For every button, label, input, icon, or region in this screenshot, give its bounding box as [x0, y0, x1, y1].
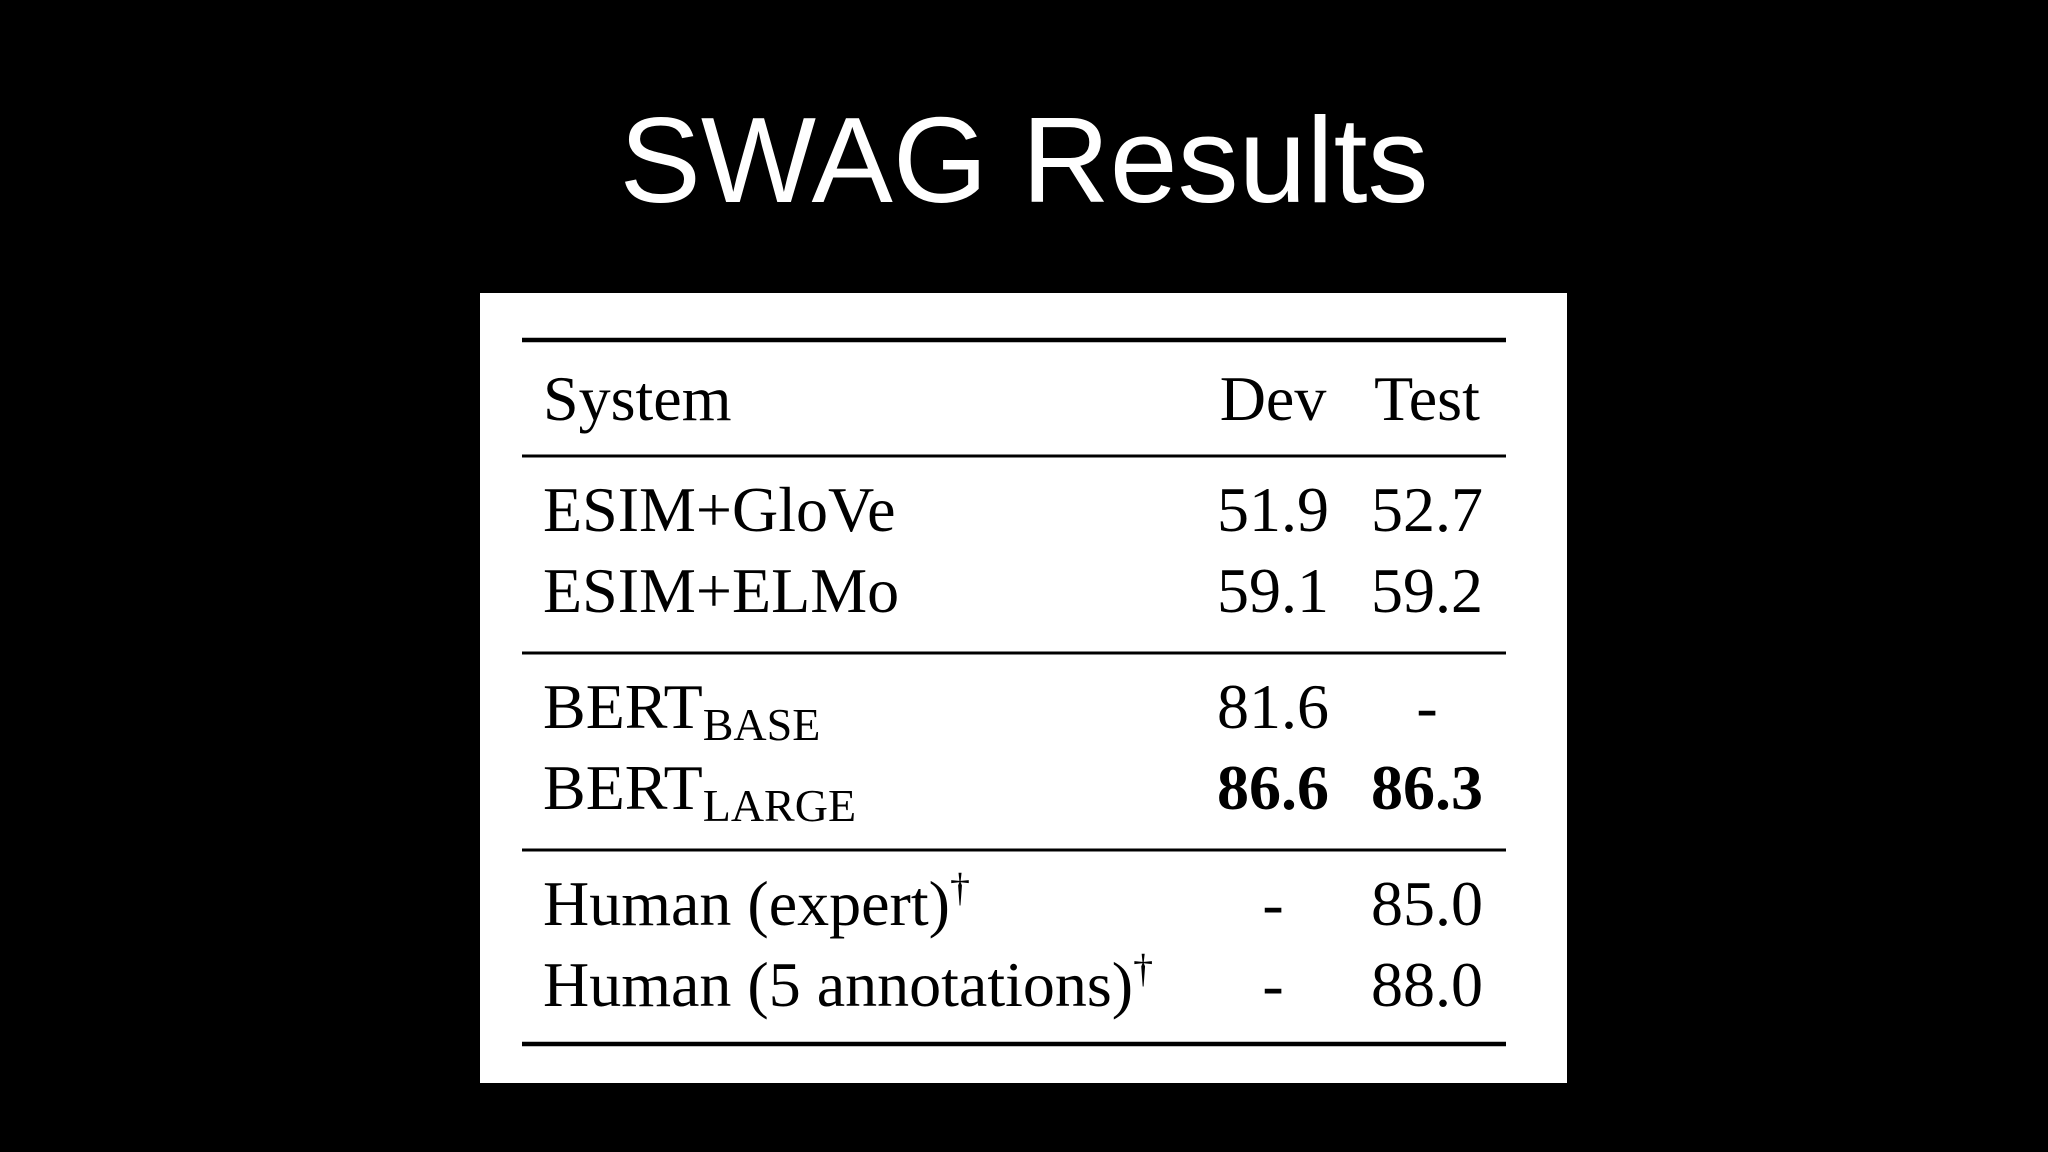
column-header: System [543, 363, 731, 434]
slide-title: SWAG Results [620, 92, 1429, 228]
test-score: 59.2 [1371, 555, 1483, 626]
test-score: 52.7 [1371, 474, 1483, 545]
test-score: 85.0 [1371, 868, 1483, 939]
system-subscript: LARGE [703, 780, 856, 831]
dev-score: 81.6 [1217, 671, 1329, 742]
system-name: Human (expert)† [543, 865, 970, 939]
dev-score: 51.9 [1217, 474, 1329, 545]
system-name: ESIM+GloVe [543, 474, 896, 545]
dev-score: - [1262, 868, 1283, 939]
column-header: Test [1374, 363, 1480, 434]
system-name: Human (5 annotations)† [543, 946, 1153, 1020]
table-panel [480, 293, 1567, 1083]
column-header: Dev [1220, 363, 1327, 434]
footnote-mark: † [950, 865, 970, 910]
dev-score: - [1262, 949, 1283, 1020]
test-score: 88.0 [1371, 949, 1483, 1020]
test-score: - [1416, 671, 1437, 742]
dev-score: 86.6 [1217, 752, 1329, 823]
test-score: 86.3 [1371, 752, 1483, 823]
system-name: BERTLARGE [543, 752, 856, 831]
system-name: ESIM+ELMo [543, 555, 899, 626]
dev-score: 59.1 [1217, 555, 1329, 626]
footnote-mark: † [1133, 946, 1153, 991]
system-subscript: BASE [703, 699, 821, 750]
